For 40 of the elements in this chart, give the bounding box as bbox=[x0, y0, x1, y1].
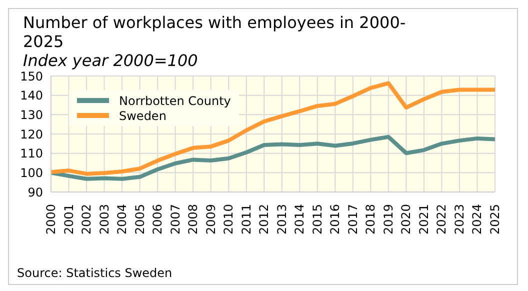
x-tick-label: 2023 bbox=[452, 204, 466, 235]
y-tick-label: 140 bbox=[20, 88, 43, 103]
y-tick-label: 100 bbox=[20, 166, 43, 180]
x-tick-label: 2011 bbox=[239, 204, 254, 235]
y-tick-label: 150 bbox=[20, 69, 43, 84]
x-tick-label: 2009 bbox=[204, 204, 218, 235]
source-note: Source: Statistics Sweden bbox=[16, 266, 174, 282]
x-tick-label: 2007 bbox=[168, 204, 182, 235]
x-tick-label: 2006 bbox=[150, 204, 165, 235]
x-tick-label: 2015 bbox=[310, 204, 324, 235]
chart-subtitle: Index year 2000=100 bbox=[22, 51, 199, 70]
x-tick-label: 2022 bbox=[434, 204, 449, 235]
x-tick-label: 2002 bbox=[80, 204, 94, 235]
y-tick-label: 90 bbox=[28, 185, 43, 200]
x-tick-label: 2004 bbox=[115, 204, 130, 235]
x-tick-label: 2013 bbox=[274, 204, 289, 235]
chart-title: Number of workplaces with employees in 2000-2025 bbox=[22, 12, 407, 51]
x-tick-label: 2005 bbox=[132, 204, 147, 235]
y-tick-label: 110 bbox=[20, 146, 43, 161]
x-tick-label: 2003 bbox=[97, 204, 112, 235]
x-tick-label: 2014 bbox=[292, 204, 307, 235]
x-tick-label: 2020 bbox=[399, 204, 414, 235]
x-tick-label: 2019 bbox=[381, 204, 396, 235]
x-tick-label: 2010 bbox=[222, 204, 236, 235]
x-tick-label: 2008 bbox=[186, 204, 200, 235]
x-tick-label: 2000 bbox=[44, 204, 58, 235]
x-tick-label: 2024 bbox=[470, 204, 484, 235]
x-tick-label: 2018 bbox=[364, 204, 378, 235]
x-tick-label: 2021 bbox=[416, 204, 431, 235]
y-tick-label: 130 bbox=[20, 108, 43, 122]
x-tick-label: 2017 bbox=[346, 204, 360, 235]
y-tick-label: 120 bbox=[20, 127, 43, 142]
line-series bbox=[51, 134, 495, 181]
legend-label: Sweden bbox=[119, 108, 166, 122]
x-tick-label: 2025 bbox=[488, 204, 502, 235]
x-tick-label: 2012 bbox=[257, 204, 272, 235]
x-tick-label: 2001 bbox=[62, 204, 76, 235]
legend-label: Norrbotten County bbox=[119, 94, 231, 108]
x-tick-label: 2016 bbox=[328, 204, 342, 235]
line-series bbox=[51, 81, 495, 176]
